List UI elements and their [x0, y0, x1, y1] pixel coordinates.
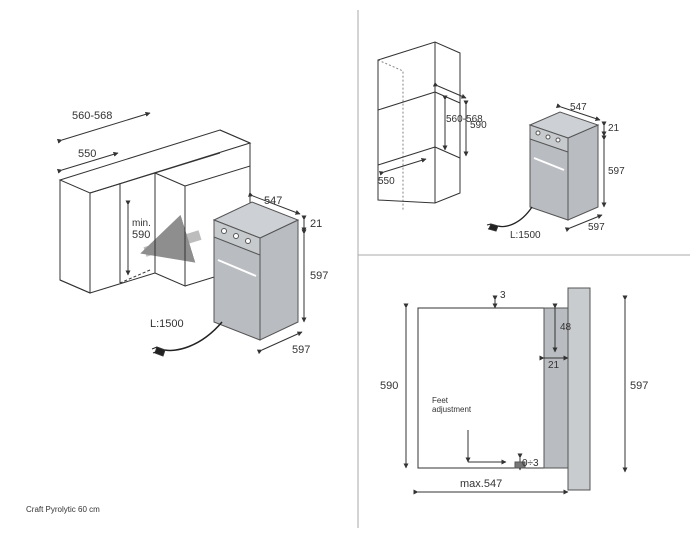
br-max-width: max.547	[460, 478, 502, 490]
br-feet-range: 0÷3	[522, 458, 539, 469]
br-feet-label: Feet adjustment	[432, 396, 471, 414]
tr-oven-depth: 597	[588, 222, 605, 233]
dim-oven-width: 547	[264, 195, 282, 207]
dim-oven-height: 597	[310, 270, 328, 282]
dim-min-590: 590	[132, 229, 150, 241]
tr-aperture-height: 590	[470, 120, 487, 131]
tr-oven-facia: 21	[608, 123, 619, 134]
tr-cable-length: L:1500	[510, 230, 541, 241]
br-overall-height: 597	[630, 380, 648, 392]
diagram-canvas	[0, 0, 696, 538]
dim-oven-facia: 21	[310, 218, 322, 230]
br-top-gap: 3	[500, 290, 506, 301]
dim-oven-depth: 597	[292, 344, 310, 356]
tr-oven-height: 597	[608, 166, 625, 177]
panel-elevation	[406, 288, 625, 492]
br-door-inset: 48	[560, 322, 571, 333]
oven-top-right	[530, 112, 598, 220]
dim-cable-length: L:1500	[150, 318, 184, 330]
dim-depth: 550	[78, 148, 96, 160]
panel-tall-housing	[378, 42, 604, 231]
br-aperture-height: 590	[380, 380, 398, 392]
dim-min-label: min.	[132, 218, 151, 229]
tr-oven-width: 547	[570, 102, 587, 113]
br-facia: 21	[548, 360, 559, 371]
product-caption: Craft Pyrolytic 60 cm	[26, 505, 100, 514]
tr-depth: 550	[378, 176, 395, 187]
dim-aperture-width: 560-568	[72, 110, 112, 122]
oven-left	[214, 202, 298, 340]
